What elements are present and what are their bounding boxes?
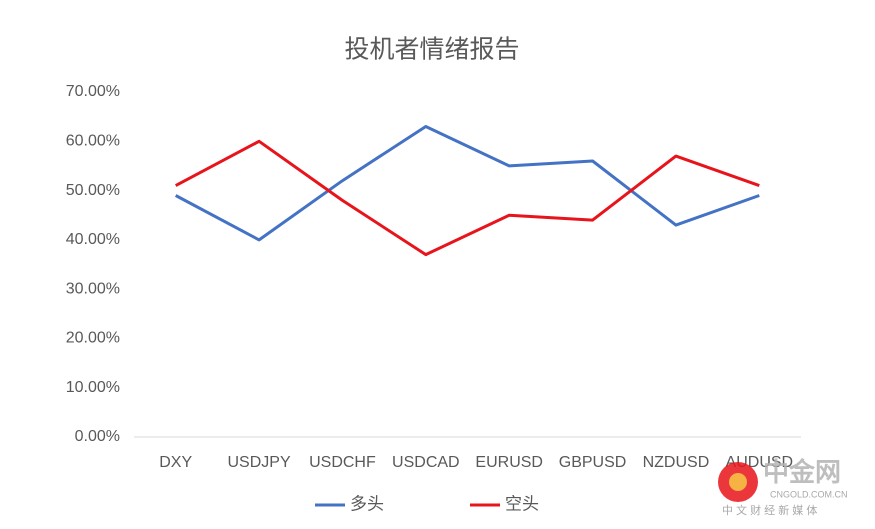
y-tick-label: 0.00% — [75, 428, 120, 445]
watermark-site: CNGOLD.COM.CN — [770, 489, 848, 499]
watermark-slogan: 中 文 财 经 新 媒 体 — [722, 503, 817, 517]
watermark-logo: 中金网 — [763, 457, 841, 487]
x-tick-label: USDCHF — [309, 454, 376, 471]
series-line — [174, 139, 760, 257]
y-tick-label: 20.00% — [66, 330, 120, 347]
series-line — [174, 125, 760, 242]
x-tick-label: USDJPY — [228, 454, 291, 471]
legend-label: 多头 — [350, 494, 384, 513]
x-tick-label: USDCAD — [392, 454, 460, 471]
x-tick-label: GBPUSD — [559, 454, 627, 471]
x-tick-label: DXY — [159, 454, 192, 471]
y-tick-label: 30.00% — [66, 280, 120, 297]
y-tick-label: 60.00% — [66, 133, 120, 150]
y-tick-label: 50.00% — [66, 182, 120, 199]
y-tick-label: 40.00% — [66, 231, 120, 248]
x-tick-label: NZDUSD — [643, 454, 710, 471]
y-tick-label: 10.00% — [66, 379, 120, 396]
chart-title: 投机者情绪报告 — [344, 36, 519, 64]
watermark-icon-inner — [729, 473, 747, 491]
watermark: 中金网 CNGOLD.COM.CN 中 文 财 经 新 媒 体 — [718, 457, 848, 517]
x-tick-label: EURUSD — [475, 454, 543, 471]
y-tick-label: 70.00% — [66, 83, 120, 100]
legend-label: 空头 — [505, 494, 539, 513]
